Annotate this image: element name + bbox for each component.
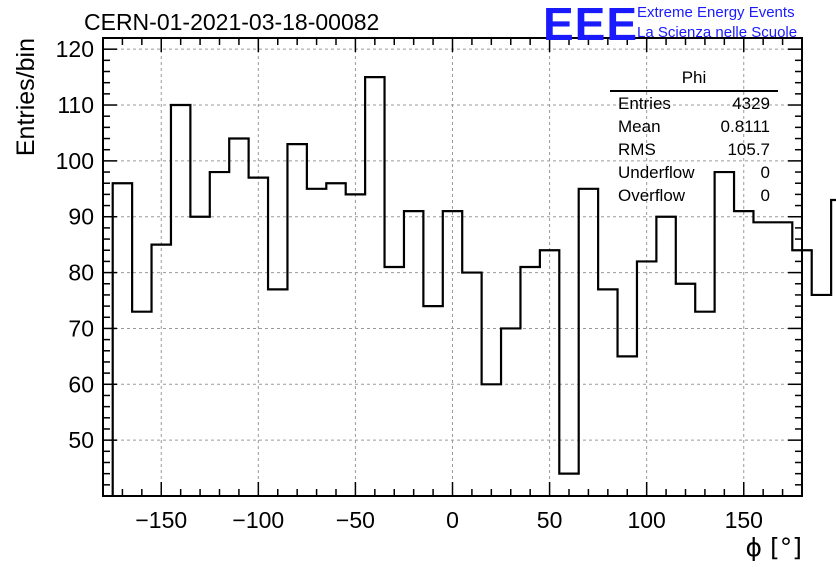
stats-row-overflow: Overflow 0 bbox=[608, 184, 778, 207]
histogram-bin bbox=[326, 183, 345, 496]
run-id-title: CERN-01-2021-03-18-00082 bbox=[84, 9, 380, 35]
histogram-bin bbox=[443, 211, 462, 496]
x-tick-label: −50 bbox=[336, 507, 375, 533]
stats-row-rms: RMS 105.7 bbox=[608, 138, 778, 161]
stats-key: Overflow bbox=[618, 186, 686, 205]
histogram-bin bbox=[210, 172, 229, 496]
histogram-bin bbox=[598, 289, 617, 496]
x-tick-label: 0 bbox=[446, 507, 459, 533]
stats-row-mean: Mean 0.8111 bbox=[608, 115, 778, 138]
y-tick-label: 70 bbox=[68, 315, 94, 341]
histogram-bin bbox=[132, 312, 151, 496]
stats-key: Mean bbox=[618, 117, 661, 136]
histogram-bin bbox=[152, 245, 171, 496]
histogram-bin bbox=[501, 328, 520, 496]
y-tick-label: 120 bbox=[56, 36, 94, 62]
histogram-bin bbox=[346, 194, 365, 496]
organization-subtitle: La Scienza nelle Scuole bbox=[637, 24, 798, 41]
histogram-bin bbox=[676, 284, 695, 496]
x-tick-label: 50 bbox=[537, 507, 563, 533]
y-tick-label: 100 bbox=[56, 148, 94, 174]
y-tick-label: 110 bbox=[57, 92, 94, 118]
y-tick-label: 90 bbox=[68, 204, 94, 230]
organization-name: Extreme Energy Events bbox=[637, 4, 795, 21]
histogram-bin bbox=[734, 211, 753, 496]
y-tick-label: 50 bbox=[68, 427, 94, 453]
histogram-bin bbox=[540, 250, 559, 496]
histogram-bin bbox=[171, 105, 190, 496]
stats-value: 0.8111 bbox=[720, 117, 770, 136]
stats-key: Entries bbox=[618, 94, 671, 113]
stats-value: 4329 bbox=[732, 94, 770, 113]
histogram-bin bbox=[753, 222, 772, 496]
x-tick-label: 100 bbox=[627, 507, 665, 533]
histogram-bin bbox=[520, 267, 539, 496]
histogram-bin bbox=[695, 312, 714, 496]
x-axis-label: ϕ [°] bbox=[746, 533, 802, 562]
histogram-bins bbox=[111, 75, 836, 496]
stats-title: Phi bbox=[610, 68, 778, 92]
histogram-outline bbox=[111, 75, 836, 496]
statistics-box: Phi Entries 4329 Mean 0.8111 RMS 105.7 U… bbox=[608, 68, 778, 207]
stats-key: RMS bbox=[618, 140, 656, 159]
histogram-bin bbox=[307, 189, 326, 496]
histogram-bin bbox=[482, 384, 501, 496]
x-tick-label: −150 bbox=[135, 507, 187, 533]
histogram-bin bbox=[559, 474, 578, 496]
tick-labels: −150 −100 −50 0 50 100 150 50 60 70 80 90 100 110 120 bbox=[56, 36, 763, 533]
eee-logo: EEE bbox=[543, 0, 639, 50]
stats-key: Underflow bbox=[618, 163, 695, 182]
plot-frame bbox=[102, 37, 803, 497]
histogram-bin bbox=[190, 217, 209, 496]
y-tick-label: 60 bbox=[68, 371, 94, 397]
histogram-bin bbox=[404, 211, 423, 496]
stats-value: 0 bbox=[760, 186, 770, 205]
histogram-bin bbox=[462, 273, 481, 496]
histogram-bin bbox=[287, 144, 306, 496]
histogram-bin bbox=[618, 356, 637, 496]
histogram-bin bbox=[773, 222, 792, 496]
histogram-bin bbox=[268, 289, 287, 496]
stats-row-entries: Entries 4329 bbox=[608, 92, 778, 115]
axis-ticks bbox=[102, 37, 803, 496]
histogram-bin bbox=[656, 217, 675, 496]
histogram-bin bbox=[249, 178, 268, 496]
histogram-bin bbox=[715, 172, 734, 496]
histogram-bin bbox=[365, 77, 384, 496]
stats-value: 0 bbox=[760, 163, 770, 182]
y-axis-label: Entries/bin bbox=[12, 38, 40, 156]
histogram-bin bbox=[579, 189, 598, 496]
stats-row-underflow: Underflow 0 bbox=[608, 161, 778, 184]
histogram-bin bbox=[812, 295, 831, 496]
x-tick-label: 150 bbox=[725, 507, 763, 533]
histogram-bin bbox=[637, 261, 656, 496]
histogram-bin bbox=[385, 267, 404, 496]
stats-value: 105.7 bbox=[727, 140, 770, 159]
histogram-bin bbox=[229, 139, 248, 496]
histogram-bin bbox=[423, 306, 442, 496]
histogram-bin bbox=[113, 183, 132, 496]
y-tick-label: 80 bbox=[68, 260, 94, 286]
x-tick-label: −100 bbox=[232, 507, 284, 533]
